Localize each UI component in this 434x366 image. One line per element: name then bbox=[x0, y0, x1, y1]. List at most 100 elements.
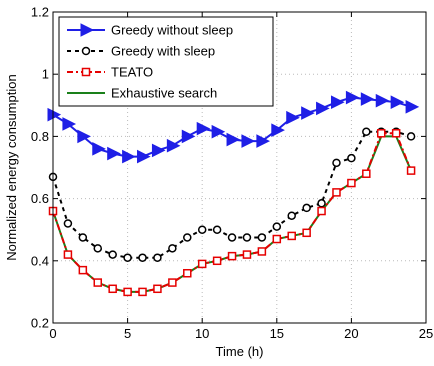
greedy-with-sleep-marker bbox=[63, 219, 73, 228]
greedy-without-sleep-marker bbox=[256, 134, 270, 148]
teato-marker bbox=[391, 129, 401, 138]
legend-box bbox=[58, 16, 274, 107]
greedy-without-sleep-marker bbox=[375, 93, 390, 108]
legend: Greedy without sleep Greedy with sleep TEA… bbox=[58, 16, 274, 107]
greedy-with-sleep-marker bbox=[138, 253, 147, 262]
y-axis-label: Normalized energy consumption bbox=[4, 74, 19, 260]
teato-marker bbox=[183, 268, 192, 278]
greedy-without-sleep-marker bbox=[226, 132, 241, 147]
legend-teato-marker bbox=[81, 67, 91, 77]
x-axis-label: Time (h) bbox=[216, 344, 264, 359]
teato-marker bbox=[287, 231, 296, 241]
greedy-without-sleep-marker bbox=[137, 149, 151, 164]
teato-marker bbox=[317, 206, 326, 216]
greedy-without-sleep-marker bbox=[345, 90, 360, 105]
y-tick-label: 0.8 bbox=[31, 129, 49, 144]
greedy-without-sleep-marker bbox=[62, 117, 77, 131]
teato-marker bbox=[406, 166, 416, 175]
y-tick-label: 0.4 bbox=[31, 253, 49, 268]
greedy-with-sleep-marker bbox=[123, 253, 132, 262]
greedy-without-sleep-marker bbox=[316, 101, 330, 116]
greedy-with-sleep-marker bbox=[257, 233, 267, 242]
teato-marker bbox=[362, 169, 371, 178]
greedy-without-sleep-marker bbox=[286, 110, 300, 125]
greedy-without-sleep-marker bbox=[330, 95, 345, 109]
legend-greedy-without-sleep-marker bbox=[80, 23, 95, 37]
greedy-without-sleep-marker bbox=[181, 129, 196, 144]
greedy-with-sleep-marker bbox=[212, 225, 222, 234]
greedy-with-sleep-marker bbox=[302, 203, 311, 213]
teato-marker bbox=[78, 265, 88, 275]
greedy-without-sleep-marker bbox=[360, 92, 375, 106]
teato-marker bbox=[272, 234, 282, 244]
legend-item-teato: TEATO bbox=[67, 65, 153, 80]
greedy-with-sleep-marker bbox=[197, 225, 207, 234]
greedy-without-sleep-marker bbox=[47, 107, 62, 122]
series-layer bbox=[47, 90, 420, 297]
legend-item-greedy-with-sleep: Greedy with sleep bbox=[67, 44, 215, 59]
y-tick-label: 0.6 bbox=[31, 191, 49, 206]
series-line-exhaustive-search bbox=[52, 135, 412, 293]
greedy-with-sleep-marker bbox=[227, 233, 237, 242]
ticks: 0 5 10 15 20 25 0.2 0.4 0.6 0.8 1 1.2 bbox=[31, 5, 433, 342]
teato-marker bbox=[93, 278, 103, 287]
series-teato bbox=[48, 129, 416, 297]
greedy-without-sleep-marker bbox=[405, 100, 420, 114]
legend-label: Exhaustive search bbox=[111, 86, 217, 101]
greedy-with-sleep-marker bbox=[242, 233, 252, 242]
greedy-with-sleep-marker bbox=[317, 199, 326, 208]
legend-label: Greedy without sleep bbox=[111, 23, 233, 38]
x-tick-label: 0 bbox=[49, 326, 56, 341]
greedy-with-sleep-marker bbox=[362, 127, 371, 136]
greedy-without-sleep-marker bbox=[241, 134, 256, 148]
y-tick-label: 1.2 bbox=[31, 5, 49, 20]
teato-marker bbox=[168, 278, 177, 287]
teato-marker bbox=[138, 287, 147, 297]
greedy-without-sleep-marker bbox=[211, 124, 226, 139]
legend-item-greedy-without-sleep: Greedy without sleep bbox=[67, 23, 233, 38]
teato-marker bbox=[257, 247, 267, 256]
greedy-with-sleep-marker bbox=[183, 233, 192, 242]
series-exhaustive-search bbox=[52, 135, 412, 293]
teato-marker bbox=[332, 188, 341, 197]
greedy-without-sleep-marker bbox=[390, 95, 405, 109]
greedy-without-sleep-marker bbox=[166, 138, 181, 153]
greedy-with-sleep-marker bbox=[272, 222, 282, 231]
greedy-without-sleep-marker bbox=[151, 143, 166, 158]
teato-marker bbox=[197, 259, 207, 269]
x-tick-label: 20 bbox=[344, 326, 358, 341]
greedy-with-sleep-marker bbox=[93, 244, 103, 253]
plot-frame bbox=[52, 11, 427, 324]
greedy-with-sleep-marker bbox=[78, 233, 88, 242]
greedy-with-sleep-marker bbox=[287, 211, 296, 220]
greedy-without-sleep-marker bbox=[271, 123, 285, 137]
teato-marker bbox=[302, 228, 311, 238]
legend-item-exhaustive-search: Exhaustive search bbox=[67, 86, 217, 101]
greedy-without-sleep-marker bbox=[92, 142, 106, 156]
teato-marker bbox=[108, 284, 117, 294]
greedy-with-sleep-marker bbox=[406, 132, 416, 141]
series-line-teato bbox=[52, 132, 413, 293]
teato-marker bbox=[63, 250, 73, 259]
teato-marker bbox=[347, 178, 356, 188]
greedy-with-sleep-marker bbox=[168, 244, 177, 253]
legend-label: TEATO bbox=[111, 65, 153, 80]
x-tick-label: 5 bbox=[124, 326, 131, 341]
greedy-with-sleep-marker bbox=[347, 153, 356, 163]
teato-marker bbox=[123, 287, 132, 297]
teato-marker bbox=[242, 250, 252, 259]
greedy-without-sleep-marker bbox=[301, 106, 315, 120]
greedy-without-sleep-marker bbox=[122, 149, 136, 164]
greedy-without-sleep-marker bbox=[196, 121, 211, 136]
greedy-with-sleep-marker bbox=[332, 158, 341, 168]
teato-marker bbox=[153, 284, 162, 294]
teato-marker bbox=[227, 251, 237, 261]
y-tick-label: 1 bbox=[42, 67, 49, 82]
series-greedy-without-sleep bbox=[47, 90, 420, 164]
legend-label: Greedy with sleep bbox=[111, 44, 215, 59]
greedy-with-sleep-marker bbox=[153, 253, 162, 262]
greedy-without-sleep-marker bbox=[107, 146, 121, 161]
x-tick-label: 10 bbox=[195, 326, 209, 341]
y-tick-label: 0.2 bbox=[31, 316, 49, 331]
